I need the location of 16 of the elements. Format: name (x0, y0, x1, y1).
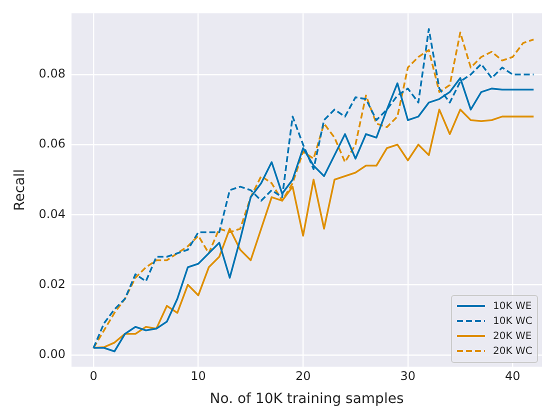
x-tick-label: 0 (90, 369, 98, 384)
legend-label: 10K WC (493, 316, 532, 327)
legend-label: 20K WE (493, 330, 532, 342)
x-tick-label: 10 (190, 369, 206, 384)
x-tick-label: 40 (505, 369, 520, 384)
legend-label: 20K WC (493, 346, 532, 357)
x-tick-label: 30 (400, 369, 416, 384)
legend-label: 10K WE (493, 300, 532, 312)
x-axis-title: No. of 10K training samples (210, 391, 404, 408)
y-axis-title: Recall (12, 169, 28, 211)
x-tick-label: 20 (295, 369, 311, 384)
y-tick-label: 0.04 (38, 206, 66, 221)
y-tick-label: 0.00 (38, 347, 66, 362)
y-tick-label: 0.02 (38, 276, 66, 291)
y-tick-label: 0.06 (38, 136, 66, 151)
y-tick-label: 0.08 (38, 66, 66, 81)
